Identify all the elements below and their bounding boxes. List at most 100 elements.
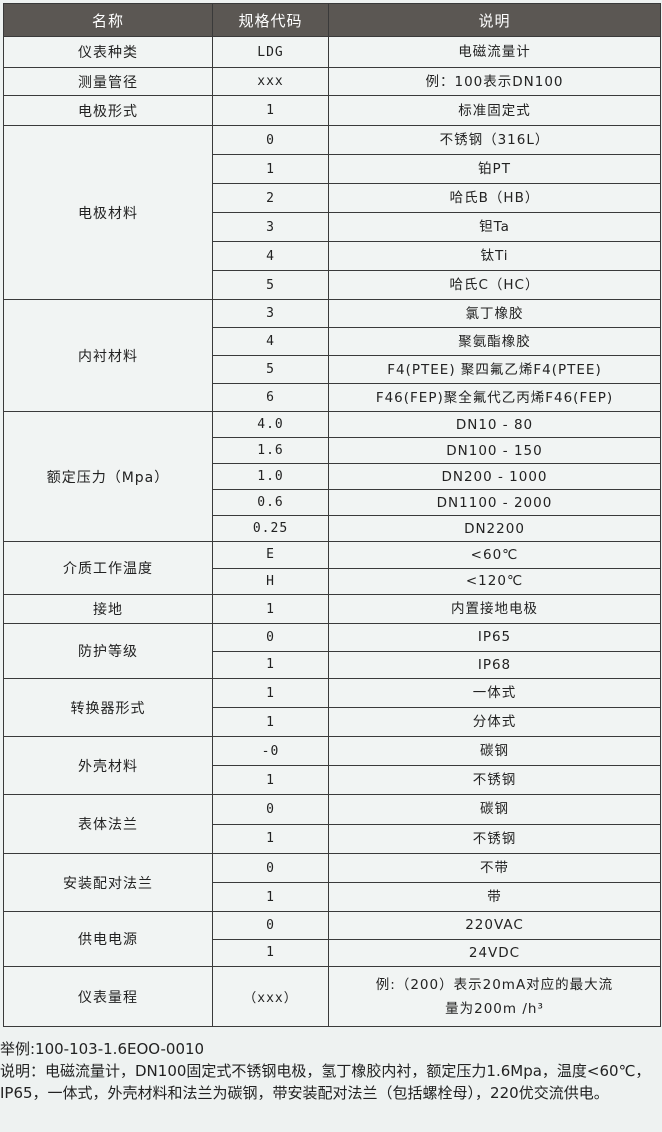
table-row: 外壳材料 -0 碳钢 bbox=[3, 736, 661, 795]
spec-description: 电磁流量计 bbox=[328, 36, 661, 68]
table-row: 介质工作温度 E <60℃ bbox=[3, 541, 661, 595]
spec-name: 防护等级 bbox=[3, 623, 213, 679]
table-row: 5 F4(PTEE) 聚四氟乙烯F4(PTEE) bbox=[4, 355, 661, 384]
table-body: 仪表种类 LDG 电磁流量计 测量管径 xxx 例：100表示DN100 电极形式 1 标准固定… bbox=[3, 36, 661, 1027]
spec-description: DN10 - 80 bbox=[328, 411, 661, 438]
spec-name: 外壳材料 bbox=[3, 736, 213, 795]
spec-name: 仪表量程 bbox=[3, 966, 213, 1027]
spec-name: 仪表种类 bbox=[3, 36, 213, 68]
table-row: 转换器形式 1 一体式 bbox=[3, 678, 661, 737]
spec-code: 1 bbox=[212, 678, 329, 708]
spec-code: 3 bbox=[212, 212, 329, 242]
spec-code: 0.6 bbox=[212, 489, 329, 516]
spec-name: 转换器形式 bbox=[3, 678, 213, 737]
header-name: 名称 bbox=[3, 3, 213, 37]
table-row: 电极形式 1 标准固定式 bbox=[3, 95, 661, 126]
table-row: 仪表种类 LDG 电磁流量计 bbox=[3, 36, 661, 68]
table-row: 6 F46(FEP)聚全氟代乙丙烯F46(FEP) bbox=[4, 383, 661, 412]
table-row: 0.6 DN1100 - 2000 bbox=[4, 489, 661, 516]
spec-description: 标准固定式 bbox=[328, 95, 661, 126]
spec-description: 钽Ta bbox=[328, 212, 661, 242]
spec-name: 表体法兰 bbox=[3, 794, 213, 854]
spec-code: 5 bbox=[212, 355, 329, 384]
spec-description: 分体式 bbox=[328, 707, 661, 737]
spec-code: 4 bbox=[212, 327, 329, 356]
table-row: 1.6 DN100 - 150 bbox=[4, 437, 661, 464]
spec-code: 1 bbox=[212, 594, 329, 624]
spec-description: F46(FEP)聚全氟代乙丙烯F46(FEP) bbox=[328, 383, 661, 412]
table-row: 测量管径 xxx 例：100表示DN100 bbox=[3, 67, 661, 96]
header-code: 规格代码 bbox=[212, 3, 329, 37]
spec-description: 带 bbox=[328, 882, 661, 912]
table-row: 2 哈氏B（HB） bbox=[4, 183, 661, 213]
spec-name: 测量管径 bbox=[3, 67, 213, 96]
table-row: 5 哈氏C（HC） bbox=[4, 270, 661, 300]
spec-description: 不带 bbox=[328, 853, 661, 883]
spec-description: IP65 bbox=[328, 623, 661, 652]
table-row: 接地 1 内置接地电极 bbox=[3, 594, 661, 624]
spec-code: 1 bbox=[212, 707, 329, 737]
spec-code: 0 bbox=[212, 125, 329, 155]
spec-code: （xxx） bbox=[212, 966, 329, 1027]
spec-description: <120℃ bbox=[328, 567, 661, 595]
spec-name: 电极材料 bbox=[3, 125, 213, 300]
table-row: 电极材料 0 不锈钢（316L） bbox=[3, 125, 661, 300]
spec-name: 额定压力（Mpa） bbox=[3, 411, 213, 542]
table-row: 安装配对法兰 0 不带 bbox=[3, 853, 661, 912]
table-row: 额定压力（Mpa） 4.0 DN10 - 80 bbox=[3, 411, 661, 542]
spec-code: 1.0 bbox=[212, 463, 329, 490]
spec-description: 钛Ti bbox=[328, 241, 661, 271]
spec-code: 1 bbox=[212, 823, 329, 854]
table-row: 4 钛Ti bbox=[4, 241, 661, 271]
spec-description: 220VAC bbox=[328, 911, 661, 940]
spec-description: <60℃ bbox=[328, 541, 661, 569]
spec-description: 聚氨酯橡胶 bbox=[328, 327, 661, 356]
table-row: 4 聚氨酯橡胶 bbox=[4, 327, 661, 356]
spec-name: 供电电源 bbox=[3, 911, 213, 967]
table-row: 防护等级 0 IP65 bbox=[3, 623, 661, 679]
spec-description: 碳钢 bbox=[328, 794, 661, 825]
spec-description: 铂PT bbox=[328, 154, 661, 184]
spec-code: 6 bbox=[212, 383, 329, 412]
spec-name: 内衬材料 bbox=[3, 299, 213, 412]
spec-description: 例：100表示DN100 bbox=[328, 67, 661, 96]
table-row: 1 分体式 bbox=[4, 707, 661, 737]
table-row: 表体法兰 0 碳钢 bbox=[3, 794, 661, 854]
spec-description: 例:（200）表示20mA对应的最大流量为200m /h³ bbox=[328, 966, 661, 1027]
table-row: 仪表量程 （xxx） 例:（200）表示20mA对应的最大流量为200m /h³ bbox=[3, 966, 661, 1027]
spec-description: DN2200 bbox=[328, 515, 661, 542]
spec-code: 1 bbox=[212, 765, 329, 795]
spec-code: 1 bbox=[212, 95, 329, 126]
spec-description: 哈氏C（HC） bbox=[328, 270, 661, 300]
spec-name: 电极形式 bbox=[3, 95, 213, 126]
table-row: H <120℃ bbox=[4, 567, 661, 595]
spec-code: 1.6 bbox=[212, 437, 329, 464]
table-row: 1 不锈钢 bbox=[4, 823, 661, 854]
spec-code: 0.25 bbox=[212, 515, 329, 542]
spec-code: 1 bbox=[212, 882, 329, 912]
table-row: 1.0 DN200 - 1000 bbox=[4, 463, 661, 490]
example-code: 举例:100-103-1.6EOO-0010 bbox=[0, 1040, 205, 1058]
spec-description: IP68 bbox=[328, 650, 661, 679]
table-row: 1 不锈钢 bbox=[4, 765, 661, 795]
spec-description: 一体式 bbox=[328, 678, 661, 708]
spec-code: 4.0 bbox=[212, 411, 329, 438]
spec-code: 0 bbox=[212, 794, 329, 825]
spec-code: 3 bbox=[212, 299, 329, 328]
spec-description: 不锈钢（316L） bbox=[328, 125, 661, 155]
spec-description: F4(PTEE) 聚四氟乙烯F4(PTEE) bbox=[328, 355, 661, 384]
spec-code: H bbox=[212, 567, 329, 595]
spec-name: 介质工作温度 bbox=[3, 541, 213, 595]
spec-code: 5 bbox=[212, 270, 329, 300]
spec-code: 2 bbox=[212, 183, 329, 213]
table-header-row: 名称 规格代码 说明 bbox=[3, 3, 661, 37]
spec-name: 安装配对法兰 bbox=[3, 853, 213, 912]
table-row: 3 钽Ta bbox=[4, 212, 661, 242]
spec-description: DN200 - 1000 bbox=[328, 463, 661, 490]
spec-description: DN100 - 150 bbox=[328, 437, 661, 464]
table-row: 1 IP68 bbox=[4, 650, 661, 679]
spec-description: 不锈钢 bbox=[328, 765, 661, 795]
table-row: 0.25 DN2200 bbox=[4, 515, 661, 542]
table-row: 1 24VDC bbox=[4, 938, 661, 967]
